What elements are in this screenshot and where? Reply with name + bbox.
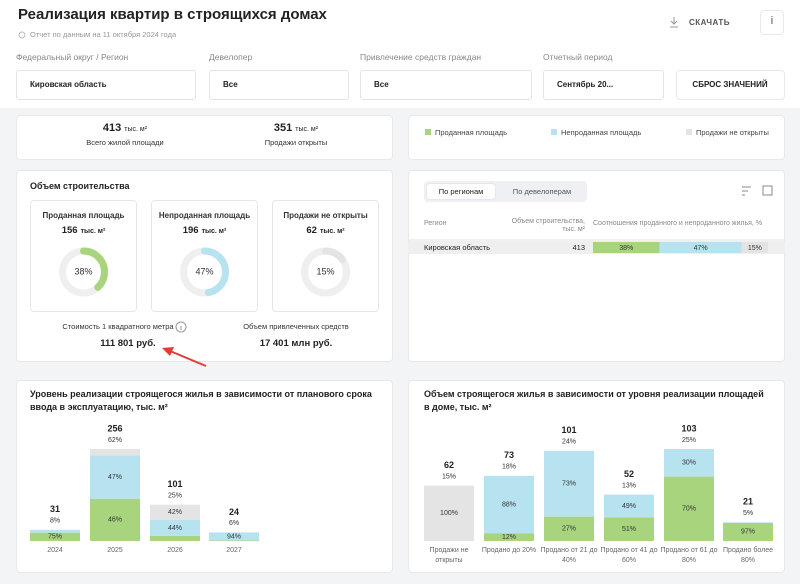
legend-label: Продажи не открыты xyxy=(696,128,769,137)
unit: тыс. м² xyxy=(295,126,319,133)
kpi-title: Продажи не открыты xyxy=(283,211,368,220)
chart-title: Объем строящегося жилья в зависимости от… xyxy=(424,389,764,412)
subtitle: Отчет по данным на 11 октября 2024 года xyxy=(30,30,177,39)
x-tick-label: Продано более 80% xyxy=(723,547,773,564)
summary-label: Всего жилой площади xyxy=(86,138,164,147)
x-tick-label: Продано от 41 до 60% xyxy=(600,547,658,564)
info-label: i xyxy=(770,15,774,27)
legend-label: Непроданная площадь xyxy=(561,128,642,137)
x-tick-label: Продано до 20% xyxy=(481,547,537,554)
x-tick-label: 2024 xyxy=(47,547,63,554)
unit: тыс. м² xyxy=(319,228,345,235)
info-button[interactable] xyxy=(760,10,784,35)
kpi-box xyxy=(151,200,258,312)
kpi-title: Непроданная площадь xyxy=(158,211,251,220)
x-tick-label: 2027 xyxy=(226,547,242,554)
x-tick-label: Продано от 61 до 80% xyxy=(660,547,718,564)
tab[interactable]: По девелоперам xyxy=(512,187,572,196)
legend-label: Проданная площадь xyxy=(435,128,508,137)
price-label: Стоимость 1 квадратного метра xyxy=(62,322,174,331)
download-label[interactable]: СКАЧАТЬ xyxy=(689,18,730,27)
kpi-value: 196 тыс. м² xyxy=(183,225,227,236)
value: 413 xyxy=(102,122,122,134)
row-region: Кировская область xyxy=(424,243,491,252)
reset-button[interactable] xyxy=(676,70,785,100)
funds-value: 17 401 млн руб. xyxy=(259,338,333,349)
tab[interactable]: По регионам xyxy=(438,187,484,196)
unit: тыс. м² xyxy=(201,228,227,235)
x-tick-label: Продажи не открыты xyxy=(429,547,469,564)
filter-value: Кировская область xyxy=(30,80,107,89)
column-header: Соотношения проданного и непроданного жи… xyxy=(593,220,763,227)
filter-label: Федеральный округ / Регион xyxy=(16,52,129,62)
row-volume: 413 xyxy=(572,243,585,252)
summary-value: 351 тыс. м² xyxy=(274,122,318,135)
kpi-title: Проданная площадь xyxy=(42,211,125,220)
summary-card xyxy=(16,115,393,160)
x-tick-label: 2025 xyxy=(107,547,123,554)
price-value: 111 801 руб. xyxy=(100,338,156,349)
card-title: Объем строительства xyxy=(30,181,130,191)
page-title: Реализация квартир в строящихся домах xyxy=(18,6,327,23)
filter-label: Привлечение средств граждан xyxy=(360,52,482,62)
filter-label: Девелопер xyxy=(209,52,253,62)
kpi-box xyxy=(272,200,379,312)
filter-box[interactable] xyxy=(360,70,532,100)
value: 351 xyxy=(273,122,293,134)
filter-label: Отчетный период xyxy=(543,52,613,62)
kpi-box xyxy=(30,200,137,312)
column-header: Регион xyxy=(424,220,447,227)
filter-value: Все xyxy=(223,80,238,89)
filter-value: Сентябрь 20... xyxy=(557,80,614,89)
x-tick-label: 2026 xyxy=(167,547,183,554)
chart-title: Уровень реализации строящегося жилья в з… xyxy=(30,389,372,412)
unit: тыс. м² xyxy=(124,126,148,133)
kpi-value: 156 тыс. м² xyxy=(62,225,106,236)
unit: тыс. м² xyxy=(80,228,106,235)
filter-box[interactable] xyxy=(209,70,349,100)
legend-card xyxy=(408,115,785,160)
filter-box[interactable] xyxy=(543,70,664,100)
kpi-value: 62 тыс. м² xyxy=(306,225,344,236)
value: 62 xyxy=(306,225,317,236)
funds-label: Объем привлеченных средств xyxy=(243,322,349,331)
summary-value: 413 тыс. м² xyxy=(103,122,147,135)
column-header: Объем строительства, тыс. м² xyxy=(511,218,585,234)
reset-label: СБРОС ЗНАЧЕНИЙ xyxy=(692,80,768,89)
filter-value: Все xyxy=(374,80,389,89)
filter-box[interactable] xyxy=(16,70,196,100)
summary-label: Продажи открыты xyxy=(264,138,328,147)
x-tick-label: Продано от 21 до 40% xyxy=(540,547,598,564)
value: 196 xyxy=(182,225,199,236)
table-card xyxy=(408,170,785,362)
value: 156 xyxy=(61,225,78,236)
active-tab[interactable] xyxy=(426,183,496,200)
